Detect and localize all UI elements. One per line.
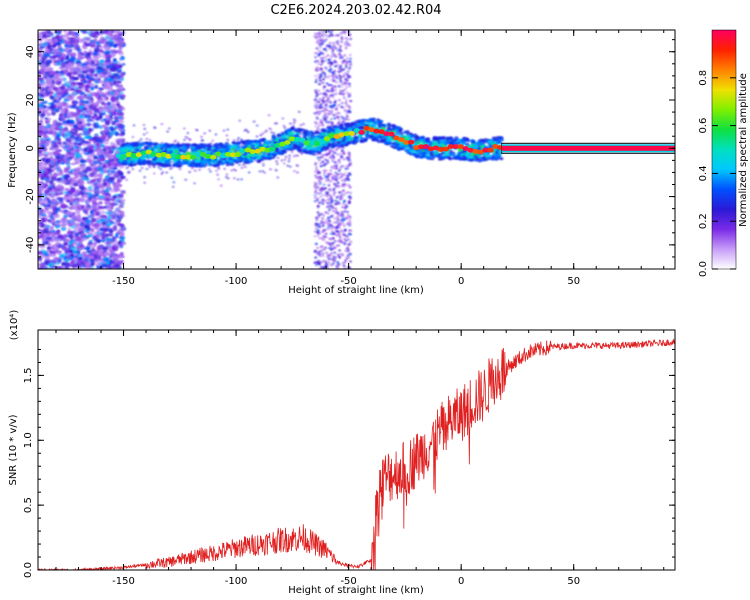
spectrogram-y-label: Frequency (Hz) (7, 112, 18, 188)
colorbar-gradient (711, 29, 737, 270)
x-tick-label: -100 (225, 576, 248, 587)
x-tick-label: -50 (340, 276, 356, 287)
colorbar-tick-label: 0.4 (698, 165, 709, 181)
y-tick-label: 0.0 (23, 562, 34, 578)
x-tick-label: 50 (567, 276, 580, 287)
y-tick-label: 20 (25, 94, 36, 107)
snr-line (38, 338, 675, 570)
x-tick-label: 0 (458, 576, 464, 587)
snr-plot (38, 338, 675, 570)
spectrogram-x-label: Height of straight line (km) (288, 285, 424, 296)
x-tick-label: -150 (112, 276, 135, 287)
y-tick-label: 1.0 (23, 432, 34, 448)
colorbar-tick-label: 0.8 (698, 70, 709, 86)
x-tick-label: -150 (112, 576, 135, 587)
chart-title: C2E6.2024.203.02.42.R04 (270, 3, 441, 18)
y-tick-label: 0 (25, 145, 36, 151)
snr-x-label: Height of straight line (km) (288, 585, 424, 596)
snr-y-multiplier: (x10⁴) (9, 310, 20, 341)
y-tick-label: -40 (25, 237, 36, 253)
x-tick-label: 0 (458, 276, 464, 287)
y-tick-label: -20 (25, 188, 36, 204)
x-tick-label: -50 (340, 576, 356, 587)
y-tick-label: 1.5 (23, 367, 34, 383)
colorbar-ticks: 0.0 0.2 0.4 0.6 0.8 (698, 70, 736, 277)
spectrogram-frame (37, 29, 676, 270)
colorbar-tick-label: 0.2 (698, 213, 709, 229)
snr-panel: -150 -100 -50 0 50 0.0 0.5 1.0 1.5 Height of str… (8, 310, 676, 596)
colorbar-tick-label: 0.6 (698, 118, 709, 134)
spectrogram-ridge (115, 125, 675, 160)
y-tick-label: 40 (25, 45, 36, 58)
x-tick-label: -100 (225, 276, 248, 287)
snr-frame (37, 329, 676, 571)
y-tick-label: 0.5 (23, 497, 34, 513)
x-tick-label: 50 (567, 576, 580, 587)
colorbar: 0.0 0.2 0.4 0.6 0.8 Normalized spectral ampl… (698, 29, 749, 277)
snr-ticks: -150 -100 -50 0 50 0.0 0.5 1.0 1.5 (23, 330, 675, 587)
spectrogram-ticks: -150 -100 -50 0 50 -40 -20 0 20 40 (25, 30, 675, 287)
colorbar-label: Normalized spectral amplitude (738, 73, 749, 227)
colorbar-tick-label: 0.0 (698, 261, 709, 277)
snr-y-label: SNR (10 * v/v) (8, 414, 19, 485)
spectrogram-image (38, 30, 675, 269)
spectrogram-panel: -150 -100 -50 0 50 -40 -20 0 20 40 Height of stra… (7, 29, 676, 296)
